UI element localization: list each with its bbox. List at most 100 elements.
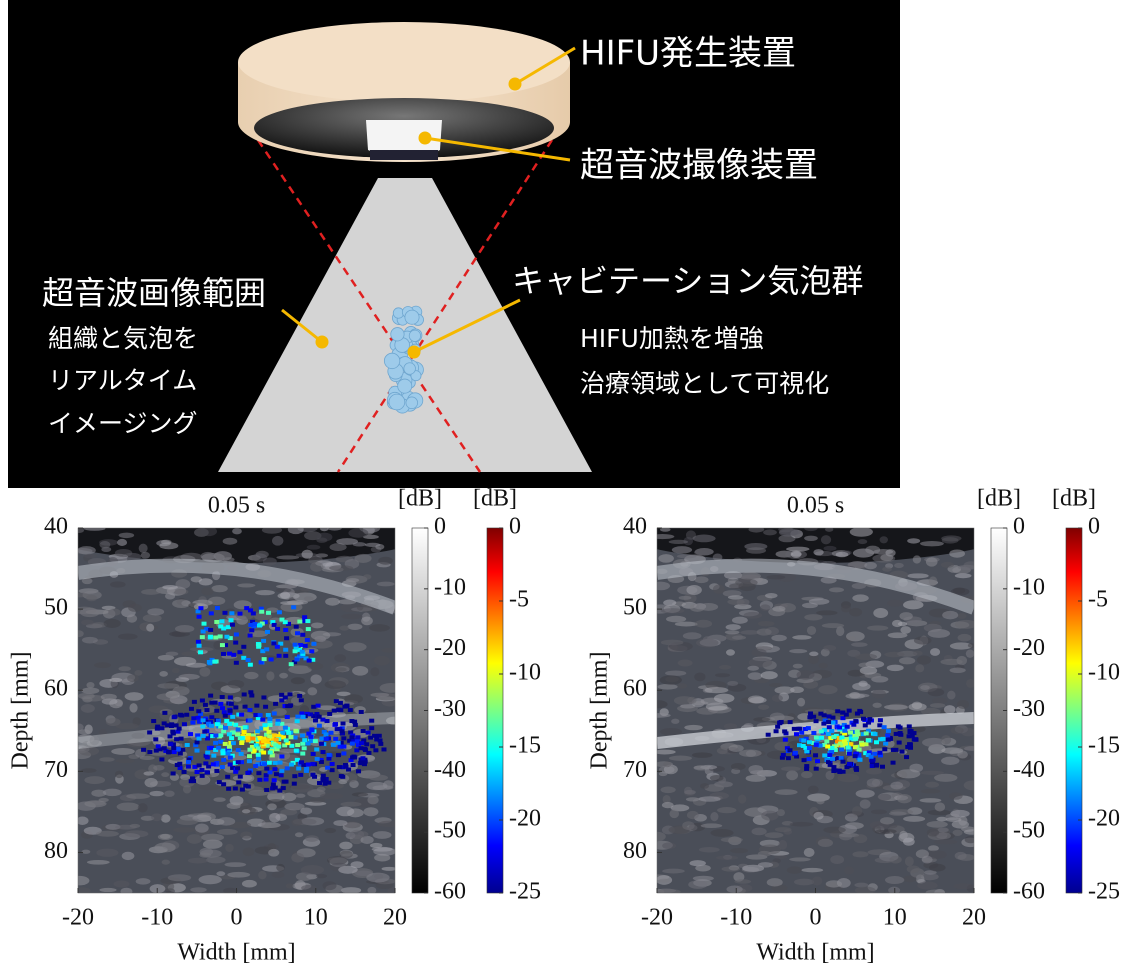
cavitation-pixel <box>295 631 300 635</box>
speckle <box>801 771 812 778</box>
cavitation-pixel <box>846 745 851 749</box>
cavitation-pixel <box>344 704 349 708</box>
cavitation-pixel <box>228 709 233 713</box>
cavitation-pixel <box>303 644 308 648</box>
colorbar-tick-label: -10 <box>509 660 541 686</box>
cavitation-pixel <box>775 725 780 729</box>
cavitation-pixel <box>171 731 176 735</box>
speckle <box>291 819 302 826</box>
speckle <box>341 887 361 894</box>
speckle <box>151 813 162 821</box>
speckle <box>161 814 171 822</box>
speckle <box>929 864 946 872</box>
speckle <box>872 703 881 708</box>
cavitation-pixel <box>827 725 832 729</box>
cavitation-pixel <box>233 641 238 645</box>
cavitation-pixel <box>794 732 799 736</box>
cavitation-pixel <box>208 694 213 698</box>
label: 組織と気泡を <box>48 324 198 353</box>
speckle <box>237 583 255 587</box>
speckle <box>302 550 313 559</box>
cavitation-pixel <box>275 722 280 726</box>
cavitation-pixel <box>289 763 294 767</box>
speckle <box>662 802 674 808</box>
speckle <box>899 657 915 664</box>
cavitation-pixel <box>319 737 324 741</box>
speckle <box>153 765 164 771</box>
speckle <box>885 876 904 884</box>
cavitation-pixel <box>257 778 262 782</box>
speckle <box>809 598 830 604</box>
speckle <box>692 752 713 758</box>
cavitation-pixel <box>908 746 913 750</box>
cavitation-pixel <box>261 695 266 699</box>
cavitation-pixel <box>202 730 207 734</box>
cavitation-pixel <box>337 708 342 712</box>
cavitation-pixel <box>171 771 176 775</box>
cavitation-pixel <box>285 715 290 719</box>
cavitation-pixel <box>368 736 373 740</box>
cavitation-pixel <box>221 751 226 755</box>
speckle <box>716 855 738 860</box>
speckle <box>339 625 349 630</box>
cavitation-pixel <box>166 750 171 754</box>
speckle <box>694 576 708 583</box>
cavitation-pixel <box>338 701 343 705</box>
cavitation-pixel <box>213 635 218 639</box>
bubble <box>384 353 399 368</box>
speckle <box>700 783 709 789</box>
cavitation-pixel <box>283 648 288 652</box>
speckle <box>154 843 175 853</box>
label: キャビテーション気泡群 <box>512 262 863 300</box>
cavitation-pixel <box>238 775 243 779</box>
cavitation-pixel <box>891 761 896 765</box>
speckle <box>201 587 213 595</box>
cavitation-pixel <box>153 737 158 741</box>
speckle <box>950 727 963 734</box>
speckle <box>127 614 137 622</box>
speckle <box>686 585 701 595</box>
speckle <box>162 585 178 590</box>
cavitation-pixel <box>247 754 252 758</box>
figure: HIFU発生装置 超音波撮像装置 超音波画像範囲 組織と気泡を リアルタイム イ… <box>0 0 1132 974</box>
speckle <box>789 857 811 861</box>
speckle <box>336 667 347 671</box>
colorbar-tick-label: -30 <box>1013 696 1045 722</box>
speckle <box>228 680 245 689</box>
cavitation-pixel <box>837 726 842 730</box>
speckle <box>913 555 921 563</box>
speckle <box>310 798 326 803</box>
cavitation-pixel <box>885 733 890 737</box>
speckle <box>721 837 743 842</box>
cavitation-pixel <box>847 709 852 713</box>
speckle <box>794 879 814 886</box>
cavitation-pixel <box>237 612 242 616</box>
cavitation-pixel <box>253 622 258 626</box>
cavitation-pixel <box>265 630 270 634</box>
cavitation-pixel <box>363 748 368 752</box>
cavitation-pixel <box>355 735 360 739</box>
speckle <box>926 889 945 895</box>
speckle <box>897 794 912 803</box>
cavitation-pixel <box>306 627 311 631</box>
speckle <box>141 552 150 559</box>
speckle <box>139 544 148 553</box>
speckle <box>96 849 118 857</box>
colorbar-label: [dB] <box>473 486 517 512</box>
cavitation-pixel <box>298 643 303 647</box>
speckle <box>865 546 880 554</box>
speckle <box>225 844 234 852</box>
cavitation-pixel <box>802 758 807 762</box>
cavitation-pixel <box>349 735 354 739</box>
speckle <box>907 865 920 873</box>
speckle <box>801 868 823 873</box>
speckle <box>852 806 862 816</box>
speckle <box>735 579 757 587</box>
speckle <box>143 771 154 775</box>
cavitation-pixel <box>377 734 382 738</box>
speckle <box>677 554 697 558</box>
cavitation-pixel <box>179 714 184 718</box>
y-tick-label: 60 <box>623 676 647 702</box>
cavitation-pixel <box>302 746 307 750</box>
cavitation-pixel <box>256 757 261 761</box>
